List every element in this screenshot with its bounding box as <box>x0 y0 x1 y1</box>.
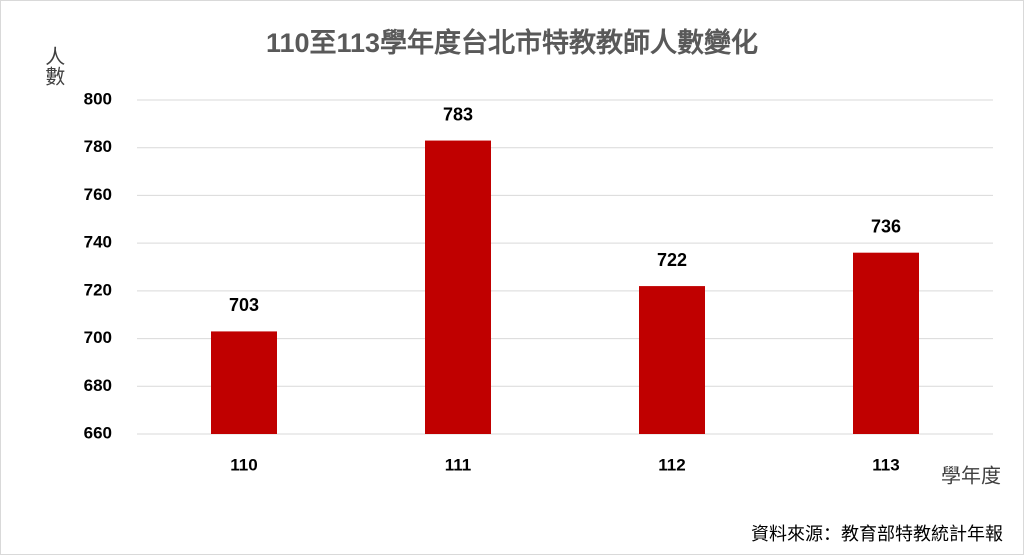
y-tick-label: 680 <box>84 376 112 395</box>
y-tick-label: 760 <box>84 185 112 204</box>
x-tick-label: 110 <box>230 455 257 474</box>
bar <box>211 331 277 434</box>
x-tick-label: 112 <box>658 455 685 474</box>
y-tick-label: 780 <box>84 137 112 156</box>
x-tick-label: 113 <box>872 455 899 474</box>
x-tick-label: 111 <box>445 455 472 474</box>
y-tick-label: 740 <box>84 233 112 252</box>
data-label: 783 <box>443 104 473 124</box>
y-axis-label: 人數 <box>42 46 65 86</box>
data-label: 736 <box>871 216 901 236</box>
y-tick-label: 800 <box>84 89 112 108</box>
bar <box>425 140 491 435</box>
y-tick-label: 700 <box>84 328 112 347</box>
x-axis-label: 學年度 <box>941 464 1001 487</box>
y-tick-label: 660 <box>84 423 112 442</box>
chart-title: 110至113學年度台北市特教教師人數變化 <box>266 27 758 58</box>
bar <box>639 286 705 434</box>
data-label: 722 <box>657 250 687 270</box>
bar <box>853 252 919 434</box>
source-note: 資料來源：教育部特教統計年報 <box>751 524 1003 544</box>
data-label: 703 <box>229 295 259 315</box>
y-tick-label: 720 <box>84 280 112 299</box>
